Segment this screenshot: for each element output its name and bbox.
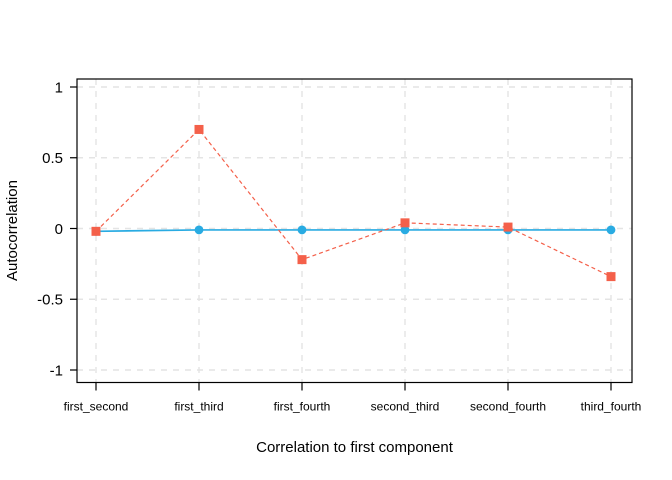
x-tick-label: second_fourth <box>470 400 546 414</box>
data-point-blue-circles <box>194 225 204 235</box>
data-point-red-squares <box>297 255 307 265</box>
x-axis-title: Correlation to first component <box>256 439 454 456</box>
series-line-blue-circles <box>95 229 611 233</box>
data-point-red-squares <box>503 222 513 232</box>
y-tick-label: 0 <box>55 221 63 238</box>
data-point-blue-circles <box>400 225 410 235</box>
y-tick-label: -1 <box>50 362 63 379</box>
y-tick-label: -0.5 <box>37 292 63 309</box>
x-tick-label: first_second <box>64 400 129 414</box>
y-axis-title: Autocorrelation <box>4 180 21 281</box>
data-point-blue-circles <box>297 225 307 235</box>
data-point-red-squares <box>400 218 410 228</box>
data-point-blue-circles <box>606 225 616 235</box>
plot-border <box>76 78 633 384</box>
x-tick-label: third_fourth <box>581 400 642 414</box>
chart-layer: 1 0.5 0 -0.5 -1 first_second first_third first_… <box>37 78 642 414</box>
data-point-red-squares <box>606 272 616 282</box>
y-tick-label: 0.5 <box>42 150 63 167</box>
x-tick-label: second_third <box>371 400 440 414</box>
data-point-red-squares <box>194 124 204 134</box>
series-line-red-squares <box>95 128 612 278</box>
data-point-red-squares <box>91 226 101 236</box>
x-tick-label: first_fourth <box>274 400 331 414</box>
x-tick-label: first_third <box>174 400 223 414</box>
y-tick-label: 1 <box>55 79 63 96</box>
